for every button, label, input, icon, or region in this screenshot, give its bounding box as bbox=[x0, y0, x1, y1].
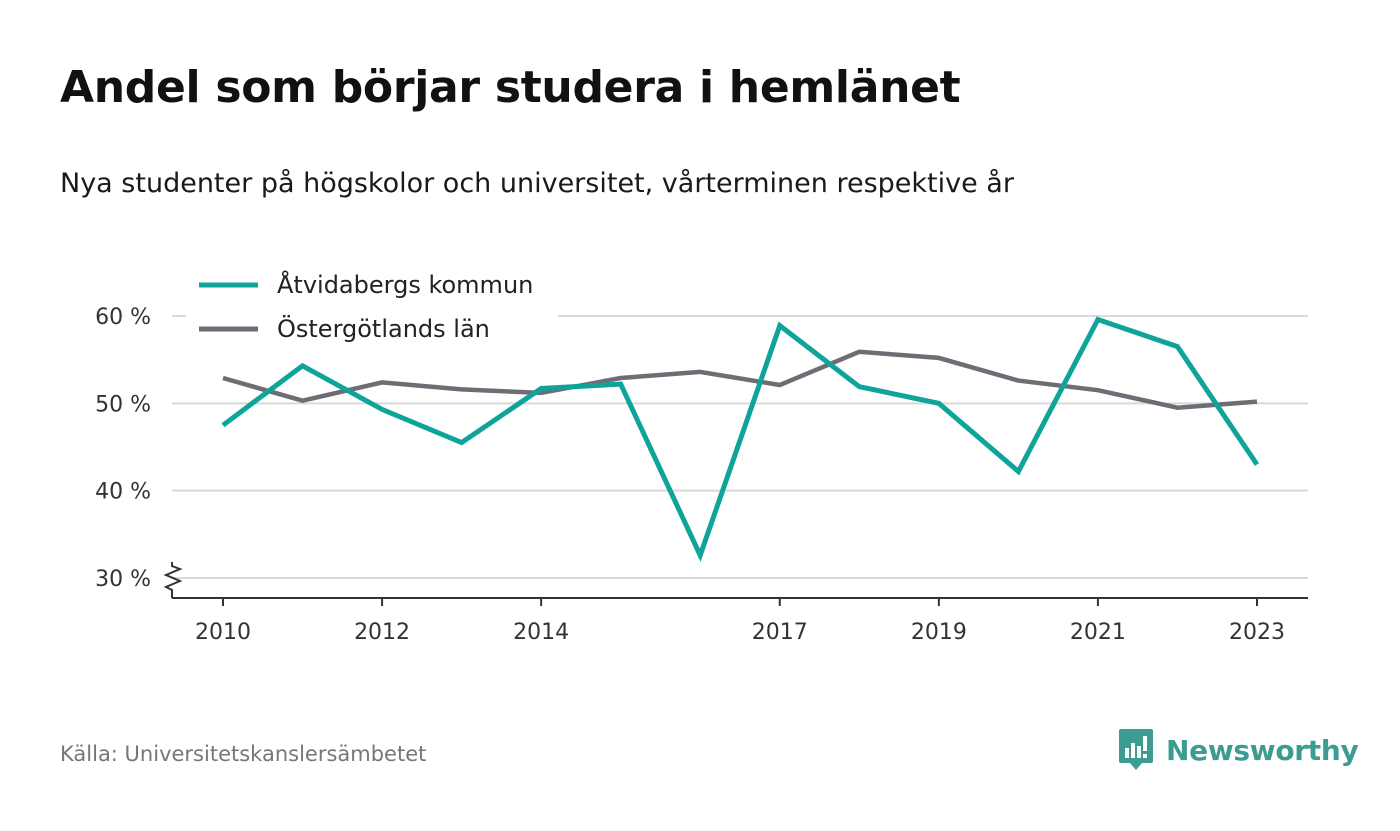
x-tick-label: 2014 bbox=[513, 620, 569, 645]
source-note: Källa: Universitetskanslersämbetet bbox=[60, 742, 427, 766]
legend: Åtvidabergs kommun Östergötlands län bbox=[186, 266, 558, 358]
chart-subtitle: Nya studenter på högskolor och universit… bbox=[60, 168, 1014, 199]
y-tick-label: 60 % bbox=[95, 305, 151, 330]
brand-logo: Newsworthy bbox=[1118, 728, 1359, 772]
legend-background bbox=[186, 266, 558, 358]
x-tick-label: 2019 bbox=[911, 620, 967, 645]
series-line-2 bbox=[222, 349, 1258, 410]
legend-label-2: Östergötlands län bbox=[277, 314, 490, 343]
brand-name: Newsworthy bbox=[1166, 733, 1359, 767]
y-tick-label: 30 % bbox=[95, 567, 151, 592]
x-tick-label: 2010 bbox=[195, 620, 251, 645]
y-tick-label: 40 % bbox=[95, 480, 151, 505]
line-chart: 30 % 40 % 50 % 60 % 2010 2012 2014 2017 2019 2021… bbox=[95, 266, 1308, 645]
chart-title: Andel som börjar studera i hemlänet bbox=[60, 62, 961, 113]
x-tick-label: 2017 bbox=[752, 620, 808, 645]
series-lines bbox=[221, 316, 1260, 562]
legend-label-1: Åtvidabergs kommun bbox=[277, 270, 533, 299]
x-tick-label: 2023 bbox=[1229, 620, 1285, 645]
x-tick-label: 2012 bbox=[354, 620, 410, 645]
y-axis-break bbox=[163, 562, 183, 598]
y-tick-label: 50 % bbox=[95, 392, 151, 417]
x-tick-label: 2021 bbox=[1070, 620, 1126, 645]
chart-bubble-icon bbox=[1119, 729, 1153, 770]
axes: 30 % 40 % 50 % 60 % 2010 2012 2014 2017 2019 2021… bbox=[95, 305, 1308, 645]
series-line-1 bbox=[221, 316, 1260, 562]
